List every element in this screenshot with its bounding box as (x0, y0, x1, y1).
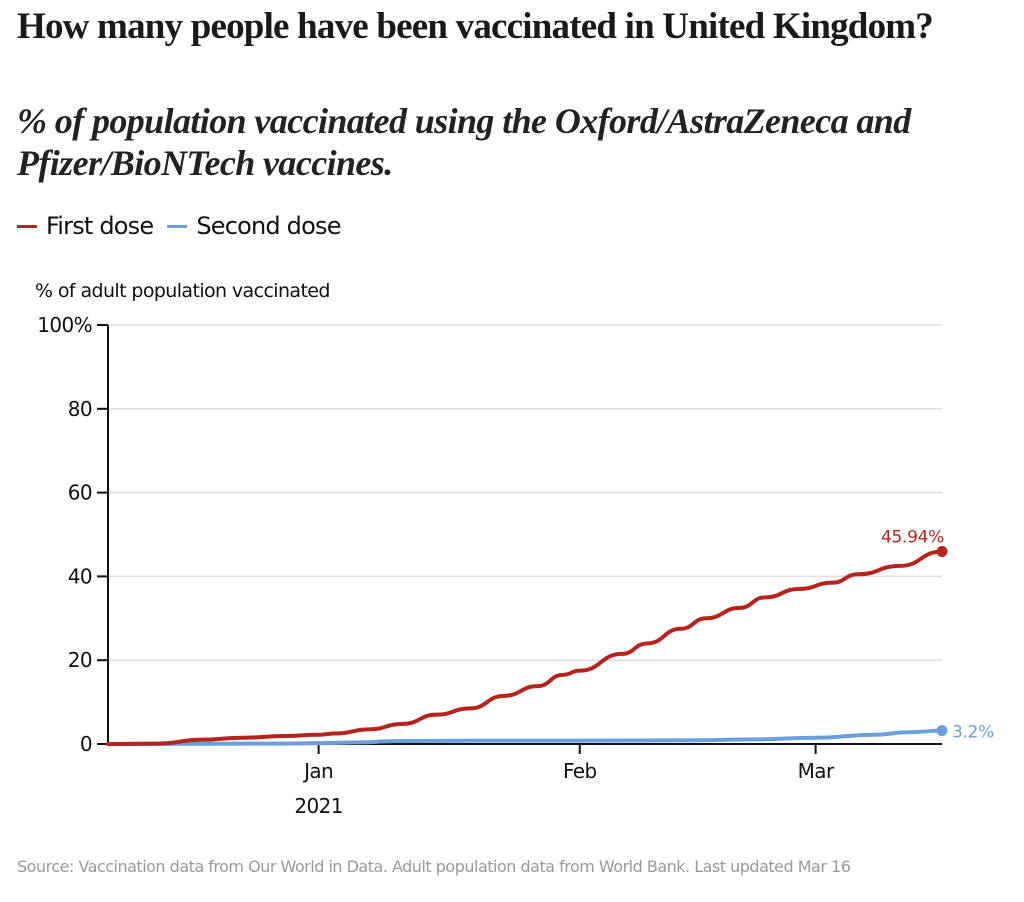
chart-title: How many people have been vaccinated in … (17, 6, 934, 47)
x-axis-ticks: Jan 2021 Feb Mar (294, 744, 836, 818)
end-point-first-dose (936, 546, 948, 558)
y-tick-label: 40 (68, 564, 92, 588)
y-tick-label: 0 (80, 732, 92, 756)
legend-label-second-dose: Second dose (196, 212, 341, 240)
y-axis-ticks: 0 20 40 60 80 100% (37, 313, 108, 756)
end-point-second-dose (936, 725, 948, 737)
legend: First dose Second dose (17, 212, 355, 240)
y-tick-label: 100% (37, 313, 92, 337)
legend-label-first-dose: First dose (46, 212, 154, 240)
end-label-first-dose: 45.94% (881, 528, 944, 548)
legend-swatch-second-dose (167, 224, 188, 228)
source-note: Source: Vaccination data from Our World … (17, 857, 851, 876)
legend-item-second-dose: Second dose (167, 212, 341, 240)
y-axis-title: % of adult population vaccinated (35, 280, 330, 302)
y-tick-label: 20 (68, 648, 92, 672)
x-tick-label: Jan (302, 759, 333, 783)
gridlines (108, 324, 942, 661)
y-tick-label: 60 (68, 481, 92, 505)
y-tick-label: 80 (68, 397, 92, 421)
series-line-second-dose (106, 728, 944, 746)
chart-subtitle: % of population vaccinated using the Oxf… (17, 101, 911, 183)
x-tick-year-label: 2021 (294, 794, 343, 818)
x-tick-label: Mar (798, 759, 835, 783)
end-label-second-dose: 3.2% (952, 723, 994, 743)
legend-swatch-first-dose (17, 224, 37, 228)
legend-item-first-dose: First dose (17, 212, 154, 240)
x-tick-label: Feb (563, 759, 597, 783)
series-lines: 3.2% 45.94% (106, 528, 994, 746)
series-line-first-dose (106, 549, 944, 746)
